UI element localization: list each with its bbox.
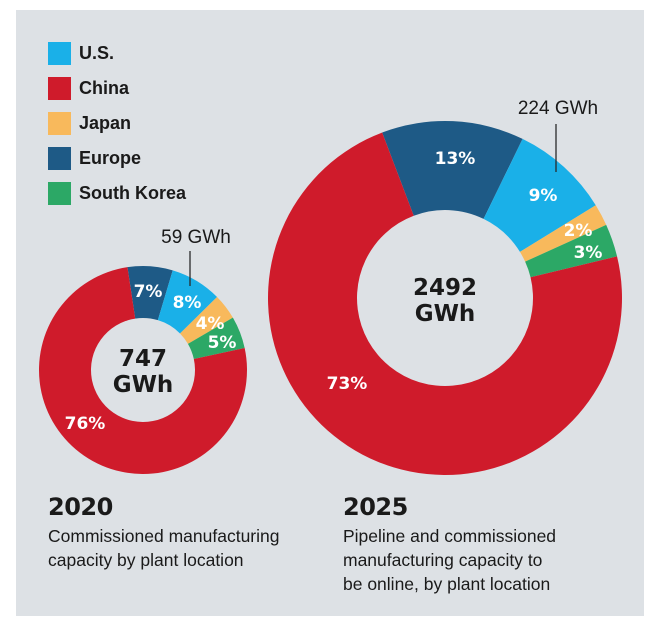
legend-swatch-us — [48, 42, 71, 65]
legend-item-us: U.S. — [48, 36, 186, 71]
caption-2025-line: manufacturing capacity to — [343, 550, 543, 570]
donut-2020-label-japan: 4% — [196, 314, 225, 334]
caption-2025-line: Pipeline and commissioned — [343, 526, 557, 546]
legend-swatch-japan — [48, 112, 71, 135]
caption-2020-line: capacity by plant location — [48, 550, 244, 570]
legend-item-europe: Europe — [48, 141, 186, 176]
caption-2025-year: 2025 — [343, 493, 408, 521]
donut-2025-label-europe: 13% — [435, 149, 476, 169]
legend-label-china: China — [79, 78, 130, 98]
donut-2025-slice-u-s — [483, 138, 596, 252]
legend-label-europe: Europe — [79, 148, 142, 168]
caption-2025-line: be online, by plant location — [343, 574, 551, 594]
caption-2020-year: 2020 — [48, 493, 113, 521]
donut-2020-slice-japan — [180, 296, 233, 344]
donut-2025-callout-text: 224 GWh — [518, 98, 598, 119]
donut-2025-slice-china — [268, 132, 622, 475]
donut-2020-slice-south-korea — [187, 317, 245, 360]
donut-2020-label-south-korea: 5% — [208, 333, 237, 353]
legend-item-south-korea: South Korea — [48, 176, 186, 211]
donut-2020-label-europe: 7% — [134, 282, 163, 302]
donut-2020-label-china: 76% — [65, 414, 106, 434]
legend-swatch-europe — [48, 147, 71, 170]
donut-2025-center-total-value: 2492 — [413, 275, 477, 301]
donut-2020-center-total-unit: GWh — [113, 372, 174, 398]
legend-item-japan: Japan — [48, 106, 186, 141]
donut-2025-label-china: 73% — [327, 374, 368, 394]
legend-swatch-south-korea — [48, 182, 71, 205]
legend-label-us: U.S. — [79, 43, 115, 63]
legend: U.S. China Japan Europe South Korea — [48, 36, 186, 211]
donut-2025-slice-japan — [519, 205, 607, 262]
donut-2020-slice-u-s — [157, 270, 218, 334]
donut-2025-label-south-korea: 3% — [574, 243, 603, 263]
donut-2020-slice-china — [39, 267, 247, 475]
donut-2020-label-u-s: 8% — [173, 293, 202, 313]
donut-2025-label-japan: 2% — [564, 221, 593, 241]
legend-label-japan: Japan — [79, 113, 132, 133]
donut-2025-slice-south-korea — [525, 224, 618, 278]
caption-2020-desc: Commissioned manufacturing capacity by p… — [48, 524, 328, 572]
caption-2020-line: Commissioned manufacturing — [48, 526, 280, 546]
legend-swatch-china — [48, 77, 71, 100]
donut-2020-center-total-value: 747 — [119, 346, 167, 372]
legend-item-china: China — [48, 71, 186, 106]
legend-label-south-korea: South Korea — [79, 183, 187, 203]
caption-2020: 2020 Commissioned manufacturing capacity… — [48, 492, 328, 572]
donut-2025-slice-europe — [382, 121, 523, 219]
donut-2020-callout-text: 59 GWh — [161, 227, 231, 248]
caption-2025: 2025 Pipeline and commissioned manufactu… — [343, 492, 603, 596]
donut-2020-slice-europe — [127, 266, 173, 321]
caption-2025-desc: Pipeline and commissioned manufacturing … — [343, 524, 603, 596]
donut-2025-center-total-unit: GWh — [415, 301, 476, 327]
donut-2025-label-u-s: 9% — [529, 186, 558, 206]
